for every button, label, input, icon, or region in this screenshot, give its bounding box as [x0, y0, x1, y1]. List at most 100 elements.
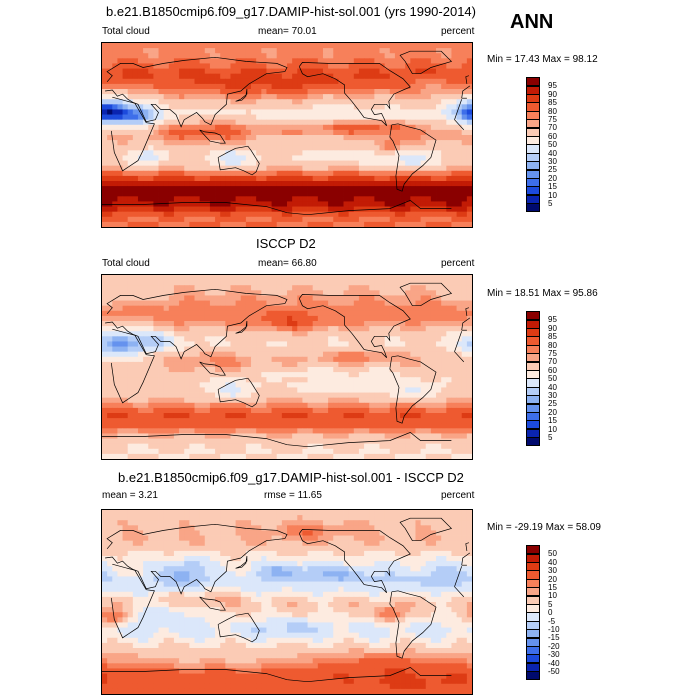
heatmap-cell: [389, 341, 396, 347]
heatmap-cell: [297, 428, 303, 434]
heatmap-cell: [307, 140, 314, 146]
heatmap-cell: [137, 135, 144, 141]
heatmap-cell: [153, 150, 159, 156]
heatmap-cell: [420, 377, 427, 383]
heatmap-cell: [117, 99, 123, 105]
heatmap-cell: [410, 392, 416, 399]
heatmap-cell: [405, 135, 411, 141]
heatmap-cell: [333, 216, 339, 223]
heatmap-cell: [394, 423, 401, 429]
heatmap-cell: [281, 361, 288, 368]
heatmap-cell: [451, 129, 457, 136]
heatmap-cell: [394, 206, 401, 213]
heatmap-cell: [122, 428, 129, 434]
heatmap-cell: [343, 73, 350, 80]
heatmap-cell: [374, 285, 380, 291]
heatmap-cell: [281, 290, 288, 296]
heatmap-cell: [163, 155, 170, 161]
heatmap-cell: [240, 78, 247, 85]
heatmap-cell: [322, 346, 329, 353]
heatmap-cell: [225, 124, 231, 131]
heatmap-cell: [456, 206, 463, 213]
heatmap-cell: [317, 216, 324, 223]
heatmap-cell: [307, 341, 314, 347]
heatmap-cell: [266, 382, 272, 388]
heatmap-cell: [328, 397, 334, 404]
heatmap-cell: [287, 361, 293, 368]
heatmap-cell: [148, 438, 154, 445]
heatmap-cell: [410, 221, 416, 227]
heatmap-cell: [405, 356, 411, 363]
heatmap-cell: [436, 356, 442, 363]
heatmap-cell: [225, 129, 231, 136]
heatmap-cell: [410, 109, 416, 115]
heatmap-cell: [369, 58, 375, 64]
heatmap-cell: [168, 43, 175, 49]
heatmap-cell: [256, 326, 262, 332]
heatmap-cell: [204, 367, 211, 373]
heatmap-cell: [343, 53, 350, 59]
heatmap-cell: [333, 206, 339, 213]
heatmap-cell: [168, 94, 175, 100]
heatmap-cell: [251, 119, 257, 126]
heatmap-cell: [112, 140, 118, 146]
heatmap-cell: [184, 155, 190, 161]
heatmap-cell: [220, 361, 226, 368]
heatmap-cell: [251, 58, 257, 64]
heatmap-cell: [163, 211, 170, 218]
heatmap-cell: [189, 372, 195, 378]
heatmap-cell: [292, 155, 298, 161]
heatmap-cell: [112, 418, 118, 424]
heatmap-cell: [287, 135, 293, 141]
heatmap-cell: [245, 48, 252, 54]
heatmap-cell: [168, 290, 175, 296]
heatmap-cell: [281, 216, 288, 223]
heatmap-cell: [102, 160, 108, 167]
heatmap-cell: [215, 275, 221, 281]
heatmap-cell: [436, 104, 442, 110]
heatmap-cell: [117, 165, 123, 172]
heatmap-cell: [297, 377, 303, 383]
heatmap-cell: [446, 211, 452, 218]
heatmap-cell: [261, 300, 267, 307]
heatmap-cell: [348, 94, 355, 100]
heatmap-cell: [266, 300, 272, 307]
heatmap-cell: [302, 413, 308, 419]
heatmap-cell: [148, 43, 154, 49]
heatmap-cell: [225, 336, 231, 342]
heatmap-cell: [225, 211, 231, 218]
heatmap-cell: [297, 418, 303, 424]
heatmap-cell: [194, 191, 201, 197]
heatmap-cell: [456, 150, 463, 156]
heatmap-cell: [425, 206, 432, 213]
heatmap-cell: [132, 191, 139, 197]
heatmap-cell: [271, 145, 278, 151]
heatmap-cell: [302, 428, 308, 434]
heatmap-cell: [168, 119, 175, 126]
heatmap-cell: [281, 382, 288, 388]
heatmap-cell: [415, 433, 422, 439]
heatmap-cell: [215, 73, 221, 80]
heatmap-cell: [317, 418, 324, 424]
heatmap-cell: [220, 341, 226, 347]
heatmap-cell: [456, 336, 463, 342]
heatmap-cell: [338, 367, 344, 373]
heatmap-cell: [343, 216, 350, 223]
heatmap-cell: [266, 326, 272, 332]
heatmap-cell: [107, 300, 113, 307]
heatmap-cell: [132, 387, 139, 393]
heatmap-cell: [466, 78, 472, 85]
heatmap-cell: [153, 83, 159, 90]
heatmap-cell: [364, 326, 370, 332]
heatmap-cell: [127, 346, 134, 353]
heatmap-cell: [343, 99, 350, 105]
heatmap-cell: [369, 382, 375, 388]
heatmap-cell: [420, 191, 427, 197]
heatmap-cell: [353, 114, 360, 121]
heatmap-cell: [384, 295, 391, 301]
heatmap-cell: [430, 114, 437, 121]
heatmap-cell: [153, 191, 159, 197]
heatmap-cell: [394, 73, 401, 80]
heatmap-cell: [420, 367, 427, 373]
heatmap-cell: [436, 285, 442, 291]
